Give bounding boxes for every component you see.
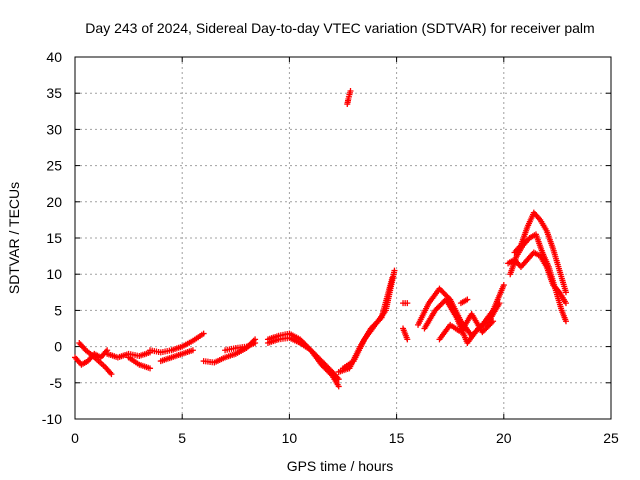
series-arc-21 (511, 209, 569, 296)
x-ticks: 0 5 10 15 20 25 (71, 57, 619, 446)
series-arc-11 (335, 274, 396, 375)
y-axis-label: SDTVAR / TECUs (6, 182, 22, 294)
data-point (490, 318, 497, 325)
series-arc-14 (400, 300, 411, 307)
y-tick-label: 30 (46, 121, 62, 137)
data-point (562, 318, 569, 325)
series-arc-18 (436, 311, 497, 343)
series-arc-03 (104, 349, 154, 361)
series-arc-04 (125, 354, 154, 372)
series-arc-05 (147, 330, 207, 356)
data-point (347, 88, 354, 95)
series-arc-15 (400, 325, 411, 343)
y-tick-label: 25 (46, 158, 62, 174)
data-points (72, 88, 569, 390)
x-tick-label: 5 (178, 430, 186, 446)
x-tick-label: 0 (71, 430, 79, 446)
data-point (391, 267, 398, 274)
y-tick-label: 15 (46, 230, 62, 246)
data-point (500, 282, 507, 289)
data-point (147, 365, 154, 372)
series-arc-10 (264, 330, 342, 390)
data-point (464, 296, 471, 303)
series-arc-08 (222, 339, 259, 354)
y-tick-label: 5 (54, 302, 62, 318)
series-arc-19 (457, 296, 471, 307)
series-arc-22 (505, 249, 569, 307)
y-tick-label: -10 (42, 411, 62, 427)
x-tick-label: 25 (603, 430, 619, 446)
x-tick-label: 20 (496, 430, 512, 446)
data-point (404, 300, 411, 307)
y-ticks: -10 -5 0 5 10 15 20 25 30 35 40 (42, 49, 611, 427)
data-point (335, 383, 342, 390)
series-arc-06 (157, 347, 196, 365)
series-arc-02 (76, 339, 115, 378)
x-tick-label: 15 (389, 430, 405, 446)
x-tick-label: 10 (282, 430, 298, 446)
data-point (562, 300, 569, 307)
y-tick-label: 10 (46, 266, 62, 282)
series-arc-17 (421, 296, 503, 346)
data-point (189, 347, 196, 354)
data-point (200, 330, 207, 337)
chart-title: Day 243 of 2024, Sidereal Day-to-day VTE… (85, 20, 594, 36)
y-tick-label: 35 (46, 85, 62, 101)
x-axis-label: GPS time / hours (287, 458, 394, 474)
data-point (496, 300, 503, 307)
y-tick-label: 40 (46, 49, 62, 65)
y-tick-label: 20 (46, 194, 62, 210)
data-point (404, 336, 411, 343)
y-tick-label: 0 (54, 339, 62, 355)
data-point (252, 339, 259, 346)
data-point (108, 371, 115, 378)
series-arc-12 (340, 267, 398, 372)
series-arc-13 (344, 88, 354, 108)
data-point (562, 289, 569, 296)
y-tick-label: -5 (50, 375, 63, 391)
